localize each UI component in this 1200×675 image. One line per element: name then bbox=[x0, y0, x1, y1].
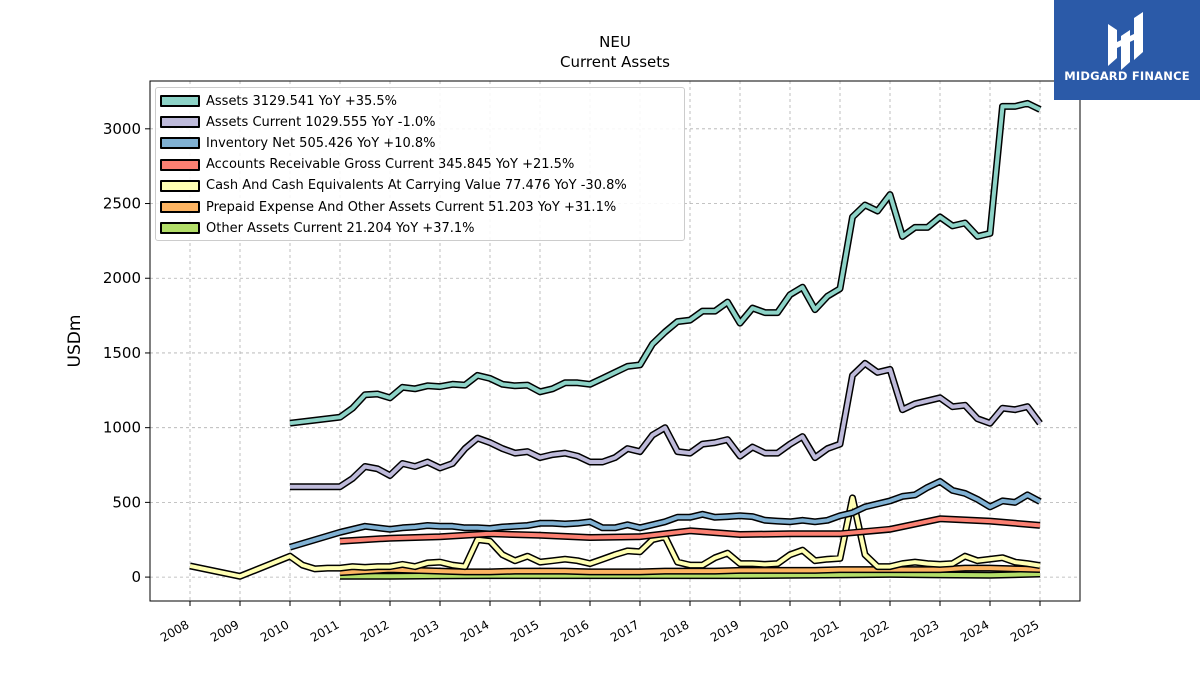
series-3-line bbox=[339, 515, 1041, 545]
x-tick-label: 2021 bbox=[808, 617, 841, 644]
y-tick-label: 0 bbox=[131, 568, 141, 586]
legend-swatch bbox=[160, 179, 200, 192]
series-lines bbox=[189, 99, 1043, 580]
x-tick-label: 2020 bbox=[758, 617, 791, 644]
legend-item: Assets 3129.541 YoY +35.5% bbox=[160, 92, 397, 110]
x-tick-label: 2010 bbox=[258, 617, 291, 644]
x-tick-label: 2025 bbox=[1008, 617, 1041, 644]
brand-logo: MIDGARD FINANCE bbox=[1054, 0, 1200, 100]
legend-label: Assets Current 1029.555 YoY -1.0% bbox=[206, 114, 436, 130]
series-1-line bbox=[290, 359, 1043, 491]
series-outline bbox=[290, 359, 1043, 491]
series-0-line bbox=[289, 99, 1042, 427]
chart-title: NEU bbox=[599, 33, 631, 51]
y-axis-label: USDm bbox=[65, 315, 85, 368]
series-4-line bbox=[189, 494, 1041, 580]
logo-mark-icon bbox=[1108, 12, 1143, 70]
chart-legend: Assets 3129.541 YoY +35.5% Assets Current… bbox=[155, 87, 685, 241]
x-tick-label: 2013 bbox=[408, 617, 441, 644]
x-tick-label: 2022 bbox=[858, 617, 891, 644]
x-tick-label: 2017 bbox=[608, 617, 641, 644]
x-tick-label: 2012 bbox=[358, 617, 391, 644]
x-tick-label: 2019 bbox=[708, 617, 741, 644]
legend-swatch bbox=[160, 95, 200, 107]
y-tick-label: 2500 bbox=[103, 195, 141, 213]
legend-item: Other Assets Current 21.204 YoY +37.1% bbox=[160, 219, 475, 237]
y-tick-label: 1500 bbox=[103, 344, 141, 362]
x-tick-label: 2008 bbox=[158, 617, 191, 644]
series-stroke bbox=[289, 101, 1041, 426]
legend-item: Inventory Net 505.426 YoY +10.8% bbox=[160, 134, 436, 152]
logo-text: MIDGARD FINANCE bbox=[1064, 69, 1190, 83]
y-tick-label: 3000 bbox=[103, 120, 141, 138]
x-tick-label: 2015 bbox=[508, 617, 541, 644]
y-tick-label: 1000 bbox=[103, 419, 141, 437]
x-tick-label: 2024 bbox=[958, 617, 991, 644]
legend-swatch bbox=[160, 158, 200, 171]
chart-subtitle: Current Assets bbox=[560, 53, 670, 71]
legend-label: Inventory Net 505.426 YoY +10.8% bbox=[206, 135, 436, 151]
y-axis: 0 500 1000 1500 2000 2500 3000 bbox=[103, 120, 150, 586]
legend-swatch bbox=[160, 137, 200, 150]
x-tick-label: 2023 bbox=[908, 617, 941, 644]
series-stroke bbox=[339, 516, 1041, 544]
series-5-line bbox=[339, 564, 1041, 577]
y-tick-label: 500 bbox=[112, 493, 141, 511]
legend-label: Other Assets Current 21.204 YoY +37.1% bbox=[206, 220, 475, 236]
series-stroke bbox=[289, 479, 1041, 550]
x-tick-label: 2014 bbox=[458, 617, 491, 644]
plot-frame bbox=[149, 80, 1081, 602]
legend-item: Assets Current 1029.555 YoY -1.0% bbox=[160, 113, 436, 131]
series-6-line bbox=[340, 570, 1041, 580]
legend-label: Cash And Cash Equivalents At Carrying Va… bbox=[206, 178, 627, 194]
legend-label: Assets 3129.541 YoY +35.5% bbox=[206, 93, 398, 109]
x-tick-label: 2018 bbox=[658, 617, 691, 644]
series-stroke bbox=[339, 566, 1041, 575]
y-tick-label: 2000 bbox=[103, 269, 141, 287]
x-tick-label: 2011 bbox=[308, 617, 341, 644]
series-stroke bbox=[290, 361, 1042, 489]
series-stroke bbox=[189, 495, 1041, 579]
x-tick-label: 2016 bbox=[558, 617, 591, 644]
legend-swatch bbox=[160, 222, 200, 235]
legend-label: Accounts Receivable Gross Current 345.84… bbox=[206, 157, 575, 173]
x-axis: 2008 2009 2010 2011 2012 2013 2014 2015 2016 2017… bbox=[158, 601, 1042, 645]
series-2-line bbox=[289, 478, 1042, 551]
legend-swatch bbox=[160, 116, 200, 129]
legend-swatch bbox=[160, 201, 200, 213]
legend-item: Cash And Cash Equivalents At Carrying Va… bbox=[160, 177, 627, 195]
legend-item: Accounts Receivable Gross Current 345.84… bbox=[160, 156, 574, 174]
legend-item: Prepaid Expense And Other Assets Current… bbox=[160, 198, 616, 216]
legend-label: Prepaid Expense And Other Assets Current… bbox=[206, 199, 617, 215]
series-stroke bbox=[340, 572, 1041, 579]
x-tick-label: 2009 bbox=[208, 617, 241, 644]
